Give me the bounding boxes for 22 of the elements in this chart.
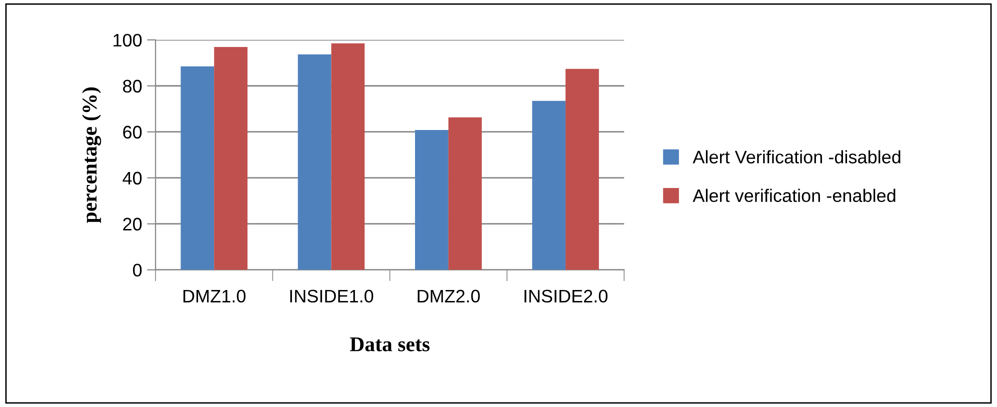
x-tick-label: INSIDE2.0 bbox=[524, 290, 608, 303]
bar bbox=[180, 66, 214, 270]
x-tick-label: DMZ1.0 bbox=[183, 290, 246, 303]
y-tick-label: 60 bbox=[123, 126, 142, 139]
y-tick-label: 80 bbox=[123, 80, 142, 93]
y-tick-label: 20 bbox=[123, 218, 142, 231]
x-tick-label: DMZ2.0 bbox=[418, 290, 480, 303]
legend-label: Alert verification -enabled bbox=[692, 188, 896, 202]
bar bbox=[415, 130, 448, 270]
bar bbox=[448, 117, 482, 270]
x-tick-label: INSIDE1.0 bbox=[290, 290, 374, 303]
y-tick-label: 0 bbox=[133, 264, 142, 277]
y-axis-title: percentage (%) bbox=[82, 87, 102, 223]
bar bbox=[532, 100, 566, 270]
y-tick-label: 40 bbox=[122, 172, 142, 185]
legend-label: Alert Verification -disabled bbox=[692, 150, 900, 164]
x-axis-title: Data sets bbox=[350, 337, 430, 352]
y-tick-label: 100 bbox=[114, 34, 142, 47]
bar bbox=[214, 47, 248, 270]
bar bbox=[331, 43, 365, 270]
bar bbox=[566, 68, 599, 270]
bar bbox=[298, 54, 332, 270]
